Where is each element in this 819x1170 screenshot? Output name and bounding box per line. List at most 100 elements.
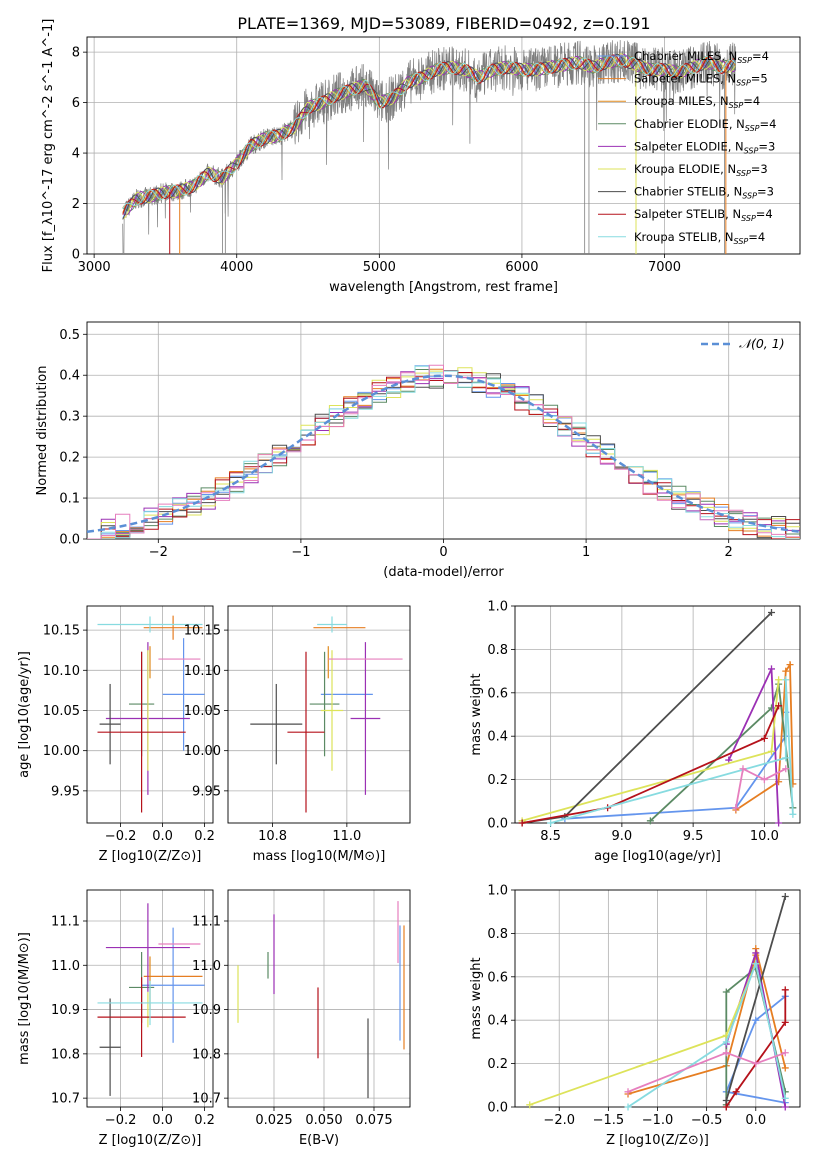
figure-title: PLATE=1369, MJD=53089, FIBERID=0492, z=0… xyxy=(237,14,650,33)
x-tick-label: 0.025 xyxy=(255,1113,292,1128)
mass-weight-marker xyxy=(526,1101,534,1109)
y-tick-label: 0.6 xyxy=(487,686,508,701)
mass-weight-marker xyxy=(781,1064,789,1072)
x-axis-label: wavelength [Angstrom, rest frame] xyxy=(329,280,558,295)
mass-weight-marker xyxy=(781,893,789,901)
y-tick-label: 4 xyxy=(72,147,80,162)
x-tick-label: 9.5 xyxy=(683,829,704,844)
x-tick-label: 0.050 xyxy=(305,1113,342,1128)
x-axis-label: age [log10(age/yr)] xyxy=(594,849,721,864)
y-tick-label: 10.05 xyxy=(43,704,80,719)
y-tick-label: 10.15 xyxy=(184,624,221,639)
axes-frame xyxy=(514,605,801,824)
x-tick-label: −1.0 xyxy=(642,1113,674,1128)
x-tick-label: 5000 xyxy=(363,260,396,275)
mass-weight-marker xyxy=(789,810,797,818)
mass-weight-marker xyxy=(722,1096,730,1104)
x-axis-label: Z [log10(Z/Z⊙)] xyxy=(99,849,202,864)
x-tick-label: −2.0 xyxy=(543,1113,575,1128)
x-tick-label: 0.2 xyxy=(194,1113,215,1128)
mass-weight-line xyxy=(529,963,757,1106)
model-spectrum-line xyxy=(122,53,736,220)
y-tick-label: 10.05 xyxy=(184,704,221,719)
x-tick-label: 10.0 xyxy=(750,829,779,844)
y-tick-label: 10.15 xyxy=(43,624,80,639)
axes-frame xyxy=(86,36,801,255)
legend-label: Salpeter ELODIE, NSSP=3 xyxy=(634,139,775,155)
y-tick-label: 0.3 xyxy=(59,410,80,425)
mass-weight-marker xyxy=(782,676,790,684)
spectrum-panel: 3000 4000 5000 6000 7000 0 2 4 6 8 wavelength [Ang… xyxy=(41,19,801,295)
y-tick-label: 10.7 xyxy=(192,1092,221,1107)
legend-label: Chabrier ELODIE, NSSP=4 xyxy=(634,117,776,133)
y-tick-label: 0.2 xyxy=(487,773,508,788)
x-tick-label: 1 xyxy=(582,545,590,560)
x-tick-label: 2 xyxy=(725,545,733,560)
model-spectrum-line xyxy=(122,55,736,210)
x-tick-label: 9.0 xyxy=(612,829,633,844)
residuals-panel: −2 −1 0 1 2 0.0 0.1 0.2 0.3 0.4 0.5 (data-model)/er… xyxy=(35,321,801,580)
mass-weight-marker xyxy=(781,986,789,994)
x-tick-label: 0.075 xyxy=(355,1113,392,1128)
mass-weight-marker xyxy=(782,765,790,773)
y-tick-label: 1.0 xyxy=(487,600,508,615)
axes-frame xyxy=(86,321,801,540)
mass-weight-line xyxy=(725,989,787,1108)
mass-weight-marker xyxy=(752,1060,760,1068)
mass-weight-marker xyxy=(624,1088,632,1096)
mass-weight-line xyxy=(550,679,794,824)
x-tick-label: −0.5 xyxy=(691,1113,723,1128)
weight_vs_age-panel: 8.5 9.0 9.5 10.0 0.0 0.2 0.4 0.6 0.8 1.0 age [log1… xyxy=(469,600,801,864)
mass-weight-marker xyxy=(781,1049,789,1057)
legend-label: Salpeter STELIB, NSSP=4 xyxy=(634,207,773,223)
legend-label: 𝒩(0, 1) xyxy=(739,336,785,351)
mass-weight-marker xyxy=(782,754,790,762)
legend-label: Chabrier STELIB, NSSP=3 xyxy=(634,185,774,201)
y-tick-label: 10.00 xyxy=(43,744,80,759)
y-tick-label: 0.1 xyxy=(59,492,80,507)
y-tick-label: 11.1 xyxy=(51,915,80,930)
x-tick-label: −1 xyxy=(291,545,310,560)
legend-label: Kroupa MILES, NSSP=4 xyxy=(634,94,760,110)
mass-weight-marker xyxy=(722,1103,730,1111)
mass-weight-marker xyxy=(752,949,760,957)
mass-weight-marker xyxy=(781,1094,789,1102)
x-tick-label: 0.0 xyxy=(745,1113,766,1128)
mass-weight-line xyxy=(735,767,787,808)
y-tick-label: 0.4 xyxy=(487,730,508,745)
y-tick-label: 10.00 xyxy=(184,744,221,759)
y-tick-label: 0.6 xyxy=(487,970,508,985)
y-tick-label: 10.8 xyxy=(192,1047,221,1062)
axes-frame xyxy=(227,605,411,824)
x-tick-label: −0.2 xyxy=(105,829,137,844)
legend-label: Kroupa STELIB, NSSP=4 xyxy=(634,230,765,246)
mass-weight-marker xyxy=(518,819,526,827)
y-tick-label: 0.4 xyxy=(487,1014,508,1029)
y-tick-label: 0.0 xyxy=(487,817,508,832)
x-tick-label: 6000 xyxy=(505,260,538,275)
mass-weight-marker xyxy=(722,988,730,996)
y-tick-label: 6 xyxy=(72,96,80,111)
mass-weight-marker xyxy=(781,1103,789,1111)
x-tick-label: −1.5 xyxy=(593,1113,625,1128)
mass_vs_Z-panel: −0.2 0.0 0.2 10.7 10.8 10.9 11.0 11.1 Z [log10(Z… xyxy=(17,889,215,1148)
mass-weight-line xyxy=(521,679,780,822)
mass-weight-line xyxy=(627,960,787,1108)
y-tick-label: 11.0 xyxy=(192,959,221,974)
y-tick-label: 0 xyxy=(72,248,80,263)
mass-weight-marker xyxy=(760,776,768,784)
axes-frame xyxy=(86,889,214,1108)
x-tick-label: 11.0 xyxy=(332,829,361,844)
y-tick-label: 8 xyxy=(72,46,80,61)
mass-weight-marker xyxy=(768,665,775,673)
mass-weight-marker xyxy=(760,734,768,742)
x-axis-label: Z [log10(Z/Z⊙)] xyxy=(606,1133,709,1148)
y-tick-label: 0.5 xyxy=(59,328,80,343)
axes-frame xyxy=(514,889,801,1108)
mass-weight-marker xyxy=(732,804,740,812)
y-axis-label: mass weight xyxy=(469,673,484,755)
y-axis-label: mass weight xyxy=(469,957,484,1039)
y-tick-label: 0.8 xyxy=(487,643,508,658)
x-tick-label: 0.2 xyxy=(194,829,215,844)
